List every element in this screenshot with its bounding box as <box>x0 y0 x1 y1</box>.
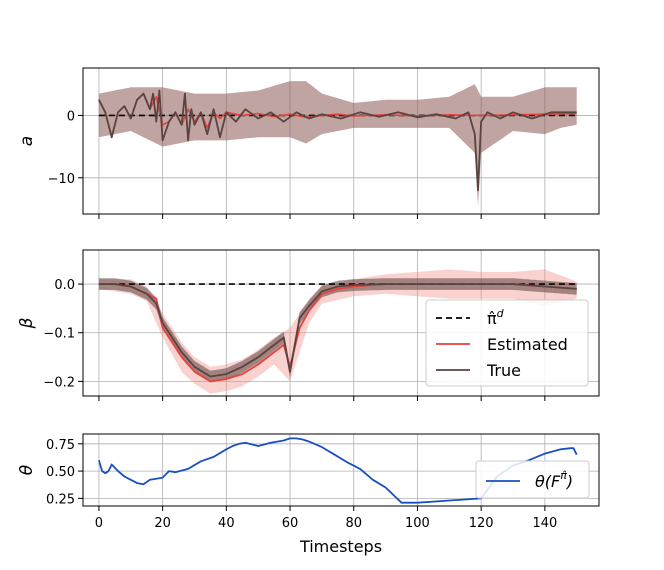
y-tick-label: 0 <box>67 109 75 124</box>
legend-label: θ(Fπ̂) <box>535 469 573 491</box>
x-tick-label: 140 <box>532 516 557 531</box>
y-tick-label: −0.1 <box>43 327 75 342</box>
legend: π̂d Estimated True <box>425 299 589 387</box>
x-tick-label: 60 <box>282 516 299 531</box>
true-line <box>98 283 577 378</box>
panel-a: 0 −10 a <box>17 67 600 219</box>
true-line <box>98 89 577 192</box>
y-axis-label: θ <box>17 464 37 475</box>
y-tick-label: 0.0 <box>54 278 75 293</box>
legend-box <box>475 460 590 499</box>
x-tick-label: 100 <box>405 516 430 531</box>
axes-frame <box>82 249 600 397</box>
legend-label-sup: π̂ <box>560 469 567 482</box>
legend-label: True <box>486 361 521 380</box>
x-axis-label: Timesteps <box>299 537 382 556</box>
plot-area <box>98 269 577 394</box>
y-tick-label: 0.25 <box>46 492 75 507</box>
legend-box <box>425 299 589 387</box>
legend-label-text: Estimated <box>487 335 568 354</box>
legend-label-text: π̂ <box>487 309 497 328</box>
legend-label: π̂d <box>487 307 505 328</box>
legend-label: Estimated <box>487 335 568 354</box>
true-confidence-band <box>98 278 577 383</box>
y-tick-label: 0.50 <box>46 465 75 480</box>
legend-label-sup: d <box>497 307 505 320</box>
y-tick-label: −10 <box>48 172 75 187</box>
axes-frame <box>82 67 600 215</box>
panel-beta: 0.0 −0.1 −0.2 β π̂d Estimated True <box>17 249 600 401</box>
y-tick-label: −0.2 <box>43 375 75 390</box>
legend-label-text: θ(F <box>535 472 561 491</box>
x-tick-label: 80 <box>345 516 362 531</box>
x-tick-label: 40 <box>218 516 235 531</box>
y-axis-label: β <box>17 317 37 329</box>
axes-frame <box>82 433 600 507</box>
y-axis-label: a <box>17 136 37 146</box>
true-confidence-band <box>98 81 577 206</box>
x-tick-label: 20 <box>154 516 171 531</box>
plot-area <box>98 81 577 206</box>
legend-label-text: True <box>486 361 521 380</box>
legend: θ(Fπ̂) <box>475 460 590 499</box>
legend-label-suffix: ) <box>566 472 573 491</box>
x-tick-label: 120 <box>469 516 494 531</box>
panel-theta: 0.25 0.50 0.75 0 20 40 60 80 100 120 140 θ Timesteps… <box>17 433 600 556</box>
y-tick-label: 0.75 <box>46 438 75 453</box>
x-tick-label: 0 <box>95 516 103 531</box>
